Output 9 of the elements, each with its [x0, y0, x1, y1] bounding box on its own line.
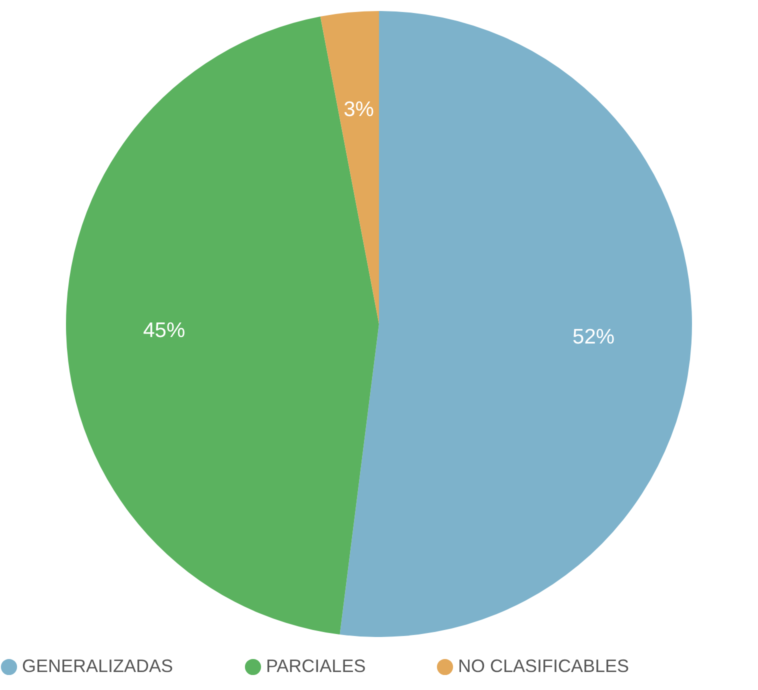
data-label: 45% [143, 318, 186, 342]
legend-label: NO CLASIFICABLES [458, 656, 630, 676]
legend-label: GENERALIZADAS [22, 656, 174, 676]
data-label: 3% [344, 98, 374, 121]
pie-slice [66, 16, 379, 635]
pie-slice [340, 11, 692, 637]
data-label: 52% [572, 326, 615, 348]
legend-label: PARCIALES [266, 656, 366, 676]
pie-slice [320, 11, 379, 324]
